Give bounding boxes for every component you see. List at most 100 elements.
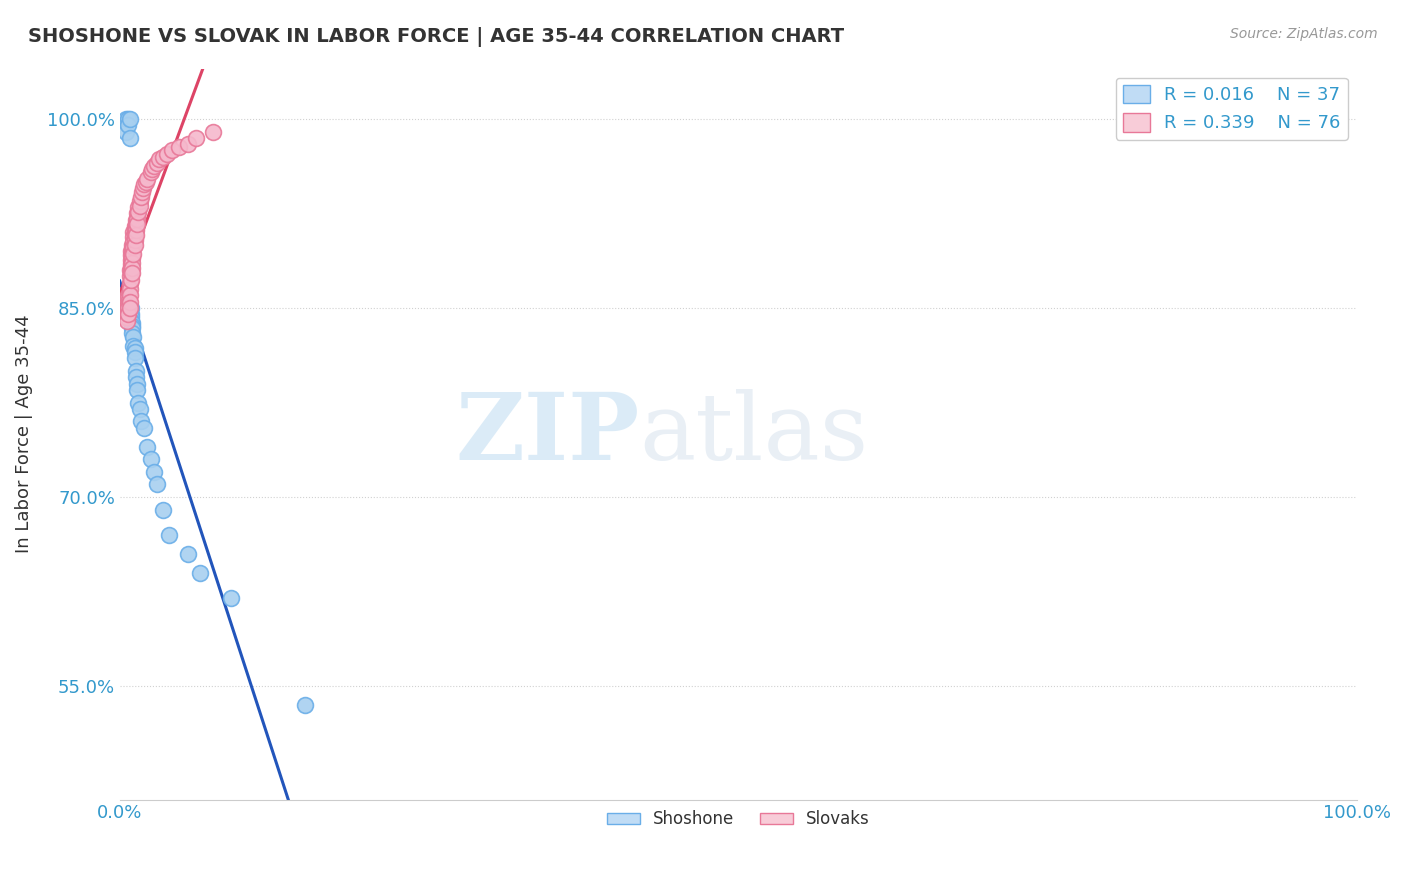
Point [115,303,138,318]
Point [125,223,148,237]
Point [120,244,142,259]
Point [160,144,183,158]
Point [122,330,145,344]
Point [118,131,141,145]
Point [115,310,138,324]
Point [125,370,148,384]
Point [117,118,139,132]
Point [122,339,145,353]
Point [121,238,143,252]
Point [125,217,148,231]
Point [120,253,142,268]
Point [120,266,142,280]
Point [121,255,143,269]
Point [124,233,146,247]
Point [139,452,162,467]
Point [117,307,139,321]
Point [124,345,146,359]
Point [120,273,142,287]
Point [124,223,146,237]
Point [117,294,139,309]
Point [115,303,138,318]
Point [139,165,162,179]
Y-axis label: In Labor Force | Age 35-44: In Labor Force | Age 35-44 [15,315,32,553]
Point [120,301,142,315]
Point [121,266,143,280]
Point [156,147,179,161]
Point [115,124,138,138]
Point [122,235,145,250]
Point [122,240,145,254]
Point [188,566,211,580]
Point [146,477,169,491]
Point [117,291,139,305]
Point [128,199,150,213]
Point [127,395,149,409]
Point [125,212,148,227]
Point [117,301,139,315]
Point [146,156,169,170]
Text: atlas: atlas [640,389,869,479]
Point [148,153,170,167]
Point [125,376,148,391]
Point [121,242,143,256]
Point [121,260,143,275]
Legend: Shoshone, Slovaks: Shoshone, Slovaks [600,804,877,835]
Point [115,307,138,321]
Point [122,247,145,261]
Point [143,159,166,173]
Text: SHOSHONE VS SLOVAK IN LABOR FORCE | AGE 35-44 CORRELATION CHART: SHOSHONE VS SLOVAK IN LABOR FORCE | AGE … [28,27,844,46]
Point [124,351,146,366]
Point [125,206,148,220]
Point [118,301,141,315]
Point [122,225,145,239]
Point [152,150,174,164]
Text: Source: ZipAtlas.com: Source: ZipAtlas.com [1230,27,1378,41]
Point [152,502,174,516]
Point [115,307,138,321]
Point [129,190,152,204]
Point [120,260,142,275]
Point [125,383,148,397]
Point [135,175,157,189]
Point [141,162,163,177]
Point [201,124,224,138]
Point [167,139,190,153]
Point [127,205,149,219]
Point [177,137,200,152]
Point [186,131,208,145]
Point [118,294,141,309]
Point [120,310,142,324]
Point [121,251,143,265]
Point [121,316,143,330]
Point [136,172,159,186]
Point [124,238,146,252]
Point [117,112,139,126]
Point [157,528,180,542]
Point [128,194,150,208]
Point [115,301,138,315]
Point [121,318,143,333]
Point [114,307,136,321]
Point [124,227,146,242]
Point [118,288,141,302]
Point [121,326,143,341]
Point [125,211,148,226]
Point [132,181,155,195]
Point [125,227,148,242]
Point [118,269,141,284]
Point [115,112,138,126]
Point [136,440,159,454]
Point [134,178,156,192]
Point [127,200,149,214]
Point [124,341,146,355]
Point [120,307,142,321]
Point [114,310,136,324]
Point [294,698,316,712]
Point [122,230,145,244]
Point [124,219,146,233]
Point [219,591,242,605]
Point [121,321,143,335]
Point [121,247,143,261]
Point [118,112,141,126]
